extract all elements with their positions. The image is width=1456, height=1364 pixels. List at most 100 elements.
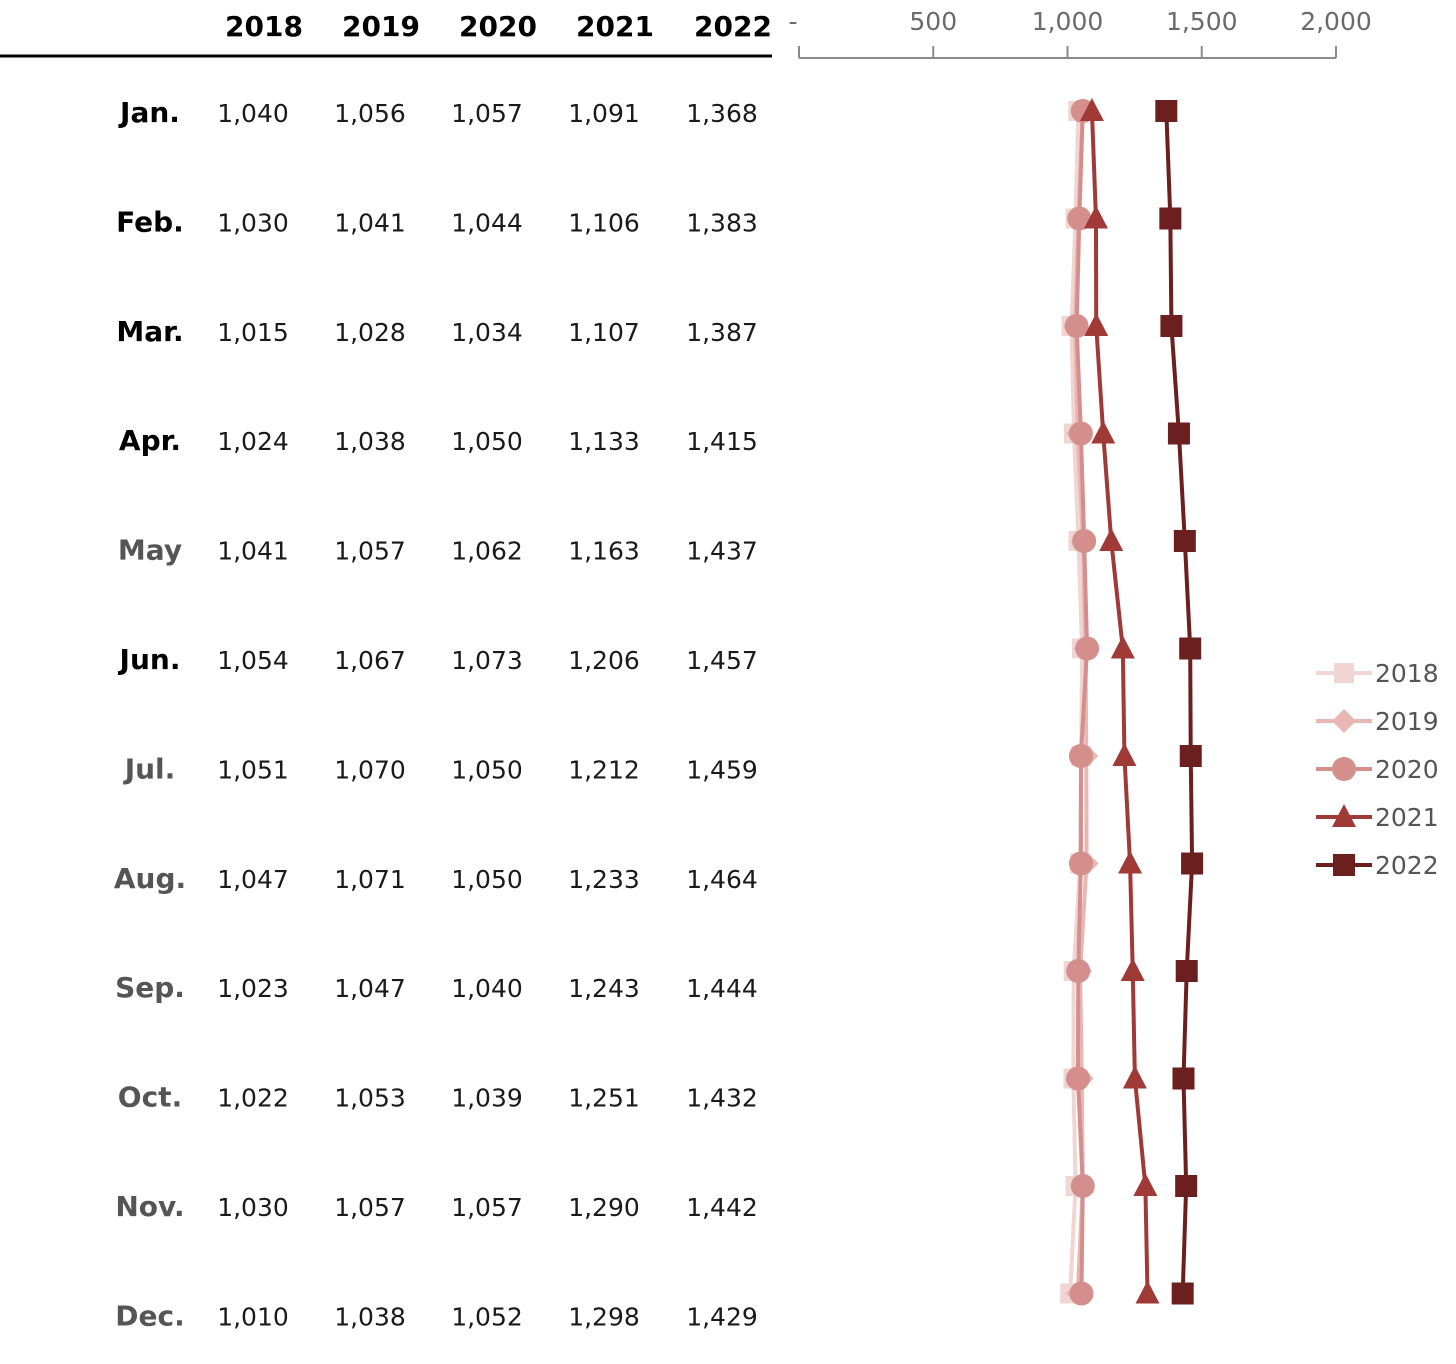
table-row: Oct. 1,022 1,053 1,039 1,251 1,432 xyxy=(118,1081,758,1114)
legend-label: 2018 xyxy=(1375,659,1439,688)
row-label-month: May xyxy=(118,534,182,567)
table-row: Dec. 1,010 1,038 1,052 1,298 1,429 xyxy=(115,1299,758,1332)
data-point xyxy=(1069,1281,1094,1306)
table-cell-value: 1,457 xyxy=(686,646,758,675)
table-cell-value: 1,054 xyxy=(217,646,289,675)
legend-marker xyxy=(1332,804,1356,827)
table-cell-value: 1,038 xyxy=(334,427,406,456)
table-cell-value: 1,212 xyxy=(568,755,640,784)
data-point xyxy=(1159,207,1182,230)
data-point xyxy=(1068,421,1093,446)
data-point xyxy=(1118,850,1143,874)
column-header-2022: 2022 xyxy=(694,10,772,43)
row-label-month: Sep. xyxy=(115,971,185,1004)
series-line xyxy=(1089,110,1150,1294)
series-layer xyxy=(1060,98,1204,1306)
legend-marker xyxy=(1332,709,1356,733)
data-point xyxy=(1110,635,1135,659)
table-cell-value: 1,052 xyxy=(451,1302,523,1331)
row-label-month: Jul. xyxy=(123,752,176,785)
data-point xyxy=(1079,98,1104,121)
data-point xyxy=(1135,1280,1160,1304)
series-line xyxy=(1164,110,1195,1294)
data-point xyxy=(1065,1066,1090,1091)
table-row: Aug. 1,047 1,071 1,050 1,233 1,464 xyxy=(114,862,758,895)
table-cell-value: 1,133 xyxy=(568,427,640,456)
table-row: May 1,041 1,057 1,062 1,163 1,437 xyxy=(118,534,758,567)
table-cell-value: 1,050 xyxy=(451,865,523,894)
data-point xyxy=(1173,530,1196,552)
table-cell-value: 1,040 xyxy=(217,99,289,128)
data-point xyxy=(1175,960,1198,982)
legend-label: 2021 xyxy=(1375,803,1439,832)
table-cell-value: 1,030 xyxy=(217,1193,289,1222)
table-cell-value: 1,415 xyxy=(686,427,758,456)
series-2022 xyxy=(1155,100,1204,1305)
table-cell-value: 1,044 xyxy=(451,208,523,237)
data-point xyxy=(1072,529,1097,553)
table-row: Feb. 1,030 1,041 1,044 1,106 1,383 xyxy=(116,205,758,238)
table-row: Mar. 1,015 1,028 1,034 1,107 1,387 xyxy=(116,315,757,348)
table-cell-value: 1,298 xyxy=(568,1302,640,1331)
table-cell-value: 1,444 xyxy=(686,974,758,1003)
table-cell-value: 1,290 xyxy=(568,1193,640,1222)
data-point xyxy=(1179,637,1202,660)
legend-marker xyxy=(1332,757,1356,781)
table-cell-value: 1,368 xyxy=(686,99,758,128)
table-cell-value: 1,062 xyxy=(451,537,523,566)
table-cell-value: 1,057 xyxy=(451,1193,523,1222)
data-point xyxy=(1120,958,1145,981)
legend-label: 2020 xyxy=(1375,755,1439,784)
legend-item: 2020 xyxy=(1316,755,1439,784)
table-cell-value: 1,022 xyxy=(217,1084,289,1113)
table-cell-value: 1,091 xyxy=(568,99,640,128)
data-point xyxy=(1066,959,1091,983)
series-line xyxy=(1074,110,1090,1294)
x-axis: - 500 1,000 1,500 2,000 xyxy=(788,7,1372,59)
legend-marker xyxy=(1333,854,1355,876)
table-cell-value: 1,039 xyxy=(451,1084,523,1113)
table-cell-value: 1,206 xyxy=(568,646,640,675)
row-label-month: Feb. xyxy=(116,205,184,238)
data-point xyxy=(1155,100,1178,122)
table-cell-value: 1,057 xyxy=(334,1193,406,1222)
data-point xyxy=(1171,1282,1194,1305)
table-cell-value: 1,030 xyxy=(217,208,289,237)
table-cell-value: 1,163 xyxy=(568,537,640,566)
data-point xyxy=(1068,851,1093,876)
table-cell-value: 1,023 xyxy=(217,974,289,1003)
table-cell-value: 1,107 xyxy=(568,318,640,347)
table-cell-value: 1,073 xyxy=(451,646,523,675)
table-cell-value: 1,057 xyxy=(451,99,523,128)
table-cell-value: 1,047 xyxy=(217,865,289,894)
data-point xyxy=(1084,313,1109,336)
column-header-2019: 2019 xyxy=(342,10,420,43)
table-cell-value: 1,056 xyxy=(334,99,406,128)
table-cell-value: 1,442 xyxy=(686,1193,758,1222)
table-cell-value: 1,041 xyxy=(334,208,406,237)
data-point xyxy=(1070,1174,1095,1198)
table-cell-value: 1,051 xyxy=(217,755,289,784)
table-cell-value: 1,053 xyxy=(334,1084,406,1113)
table-row: Jul. 1,051 1,070 1,050 1,212 1,459 xyxy=(123,752,758,785)
series-2020 xyxy=(1064,99,1100,1306)
table-row: Nov. 1,030 1,057 1,057 1,290 1,442 xyxy=(115,1190,757,1223)
row-label-month: Oct. xyxy=(118,1081,182,1114)
table-cell-value: 1,067 xyxy=(334,646,406,675)
legend-item: 2018 xyxy=(1316,659,1439,688)
legend-marker xyxy=(1334,663,1354,683)
row-label-month: Mar. xyxy=(116,315,183,348)
table-cell-value: 1,015 xyxy=(217,318,289,347)
row-label-month: Nov. xyxy=(115,1190,184,1223)
legend: 2018 2019 2020 2021 2022 xyxy=(1316,659,1439,880)
table-cell-value: 1,057 xyxy=(334,537,406,566)
series-line xyxy=(1068,110,1084,1294)
row-label-month: Jun. xyxy=(118,643,181,676)
table-cell-value: 1,429 xyxy=(686,1302,758,1331)
table-cell-value: 1,034 xyxy=(451,318,523,347)
row-label-month: Apr. xyxy=(119,424,181,457)
data-point xyxy=(1099,528,1124,551)
table-cell-value: 1,459 xyxy=(686,755,758,784)
data-point xyxy=(1167,422,1190,445)
